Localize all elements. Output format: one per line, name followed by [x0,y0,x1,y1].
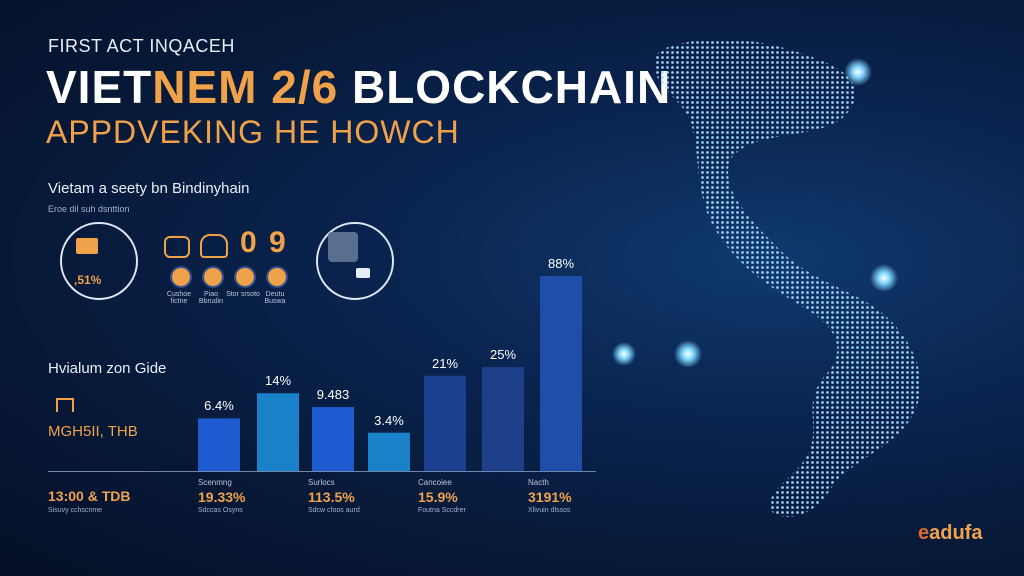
bar-4 [368,432,410,471]
bottom-category-top-4: Cancoiee [418,478,452,487]
map-glow-north [844,58,872,86]
bar-value-label-7: 88% [547,256,575,271]
bar-value-label-6: 25% [489,347,517,363]
bar-5 [424,375,466,471]
page-subtitle: APPDVEKING HE HOWCH [46,114,460,150]
title-highlight: NEM 2/6 [152,61,339,113]
bar-value-label-4: 3.4% [374,412,404,428]
bar-value-label-5: 21% [431,355,459,371]
kicker-text: FIRST ACT INQACEH [48,36,235,56]
bottom-category-value-3: 113.5% [308,489,355,505]
brand-logo-text: adufa [929,522,983,544]
bar-3 [312,406,354,471]
map-shape [654,39,921,518]
bottom-category-sub-3: Sdcw cfoos aurd [308,507,360,514]
brand-logo-mark: e [918,522,930,544]
bracket-icon [56,398,74,412]
title-part-2: BLOCKCHAIN [351,61,672,113]
bar-value-label-1: 6.4% [204,398,234,414]
bottom-category-value-2: 19.33% [198,489,246,505]
bottom-category-top-2: Scenmng [198,478,232,487]
chip-icon [328,232,358,262]
map-glow-island-1 [612,342,636,366]
vietnam-map-illustration [612,39,921,518]
mini-stat-label-3: Stor srsoto [226,291,260,298]
bottom-category-top-3: Surlocs [308,478,335,487]
section-a-subheading: Eroe dil suh dsnttion [48,204,130,214]
bottom-category-value-5: 3191% [528,489,572,505]
map-glow-island-2 [674,340,702,368]
bottom-category-top-5: Nacth [528,478,549,487]
mini-stat-label-4: Deutu Buswa [264,291,286,305]
mini-stat-label-1: Cushoe fictne [166,291,192,305]
chart-baseline [48,471,596,472]
monitor-icon [76,238,98,254]
bar-value-label-3: 9.483 [316,386,350,402]
mini-stat-icon-1 [170,266,192,288]
section-b-metric: MGH5II, THB [48,423,138,440]
mini-stat-icon-2 [202,266,224,288]
page-title: VIETNEM 2/6 BLOCKCHAIN [46,60,671,114]
bottom-category-value-1: 13:00 & TDB [48,488,131,504]
bottom-category-sub-2: Sdccas Osyns [198,507,243,514]
bar-2 [257,393,299,471]
bottom-category-sub-5: Xlivuin dlssos [528,507,571,514]
title-part-1: VIET [46,61,153,113]
mini-stat-icon-4 [266,266,288,288]
stat-big-number: 0 9 [240,226,288,259]
bottom-category-sub-4: Foutna Sccdrer [418,507,466,514]
people-icon [200,234,228,258]
stat-circle-right [316,222,394,300]
bottom-category-sub-1: Sisuvy cchscnme [48,507,103,514]
bar-7 [540,276,582,471]
stat-circle-left-value: ,51% [74,273,102,287]
map-glow-central [870,264,898,292]
mini-stat-icon-3 [234,266,256,288]
bar-value-label-2: 14% [264,373,292,389]
bar-1 [198,418,240,471]
bottom-category-value-4: 15.9% [418,489,458,505]
brand-logo: eadufa [918,522,982,545]
coin-stack-icon [164,236,190,258]
section-a-heading: Vietam a seety bn Bindinyhain [48,180,250,197]
stat-circle-left [60,222,138,300]
section-b-heading: Hvialum zon Gide [48,360,167,377]
key-icon [356,268,370,278]
mini-stat-label-2: Piao Bbrudin [198,291,224,305]
bar-6 [482,367,524,471]
